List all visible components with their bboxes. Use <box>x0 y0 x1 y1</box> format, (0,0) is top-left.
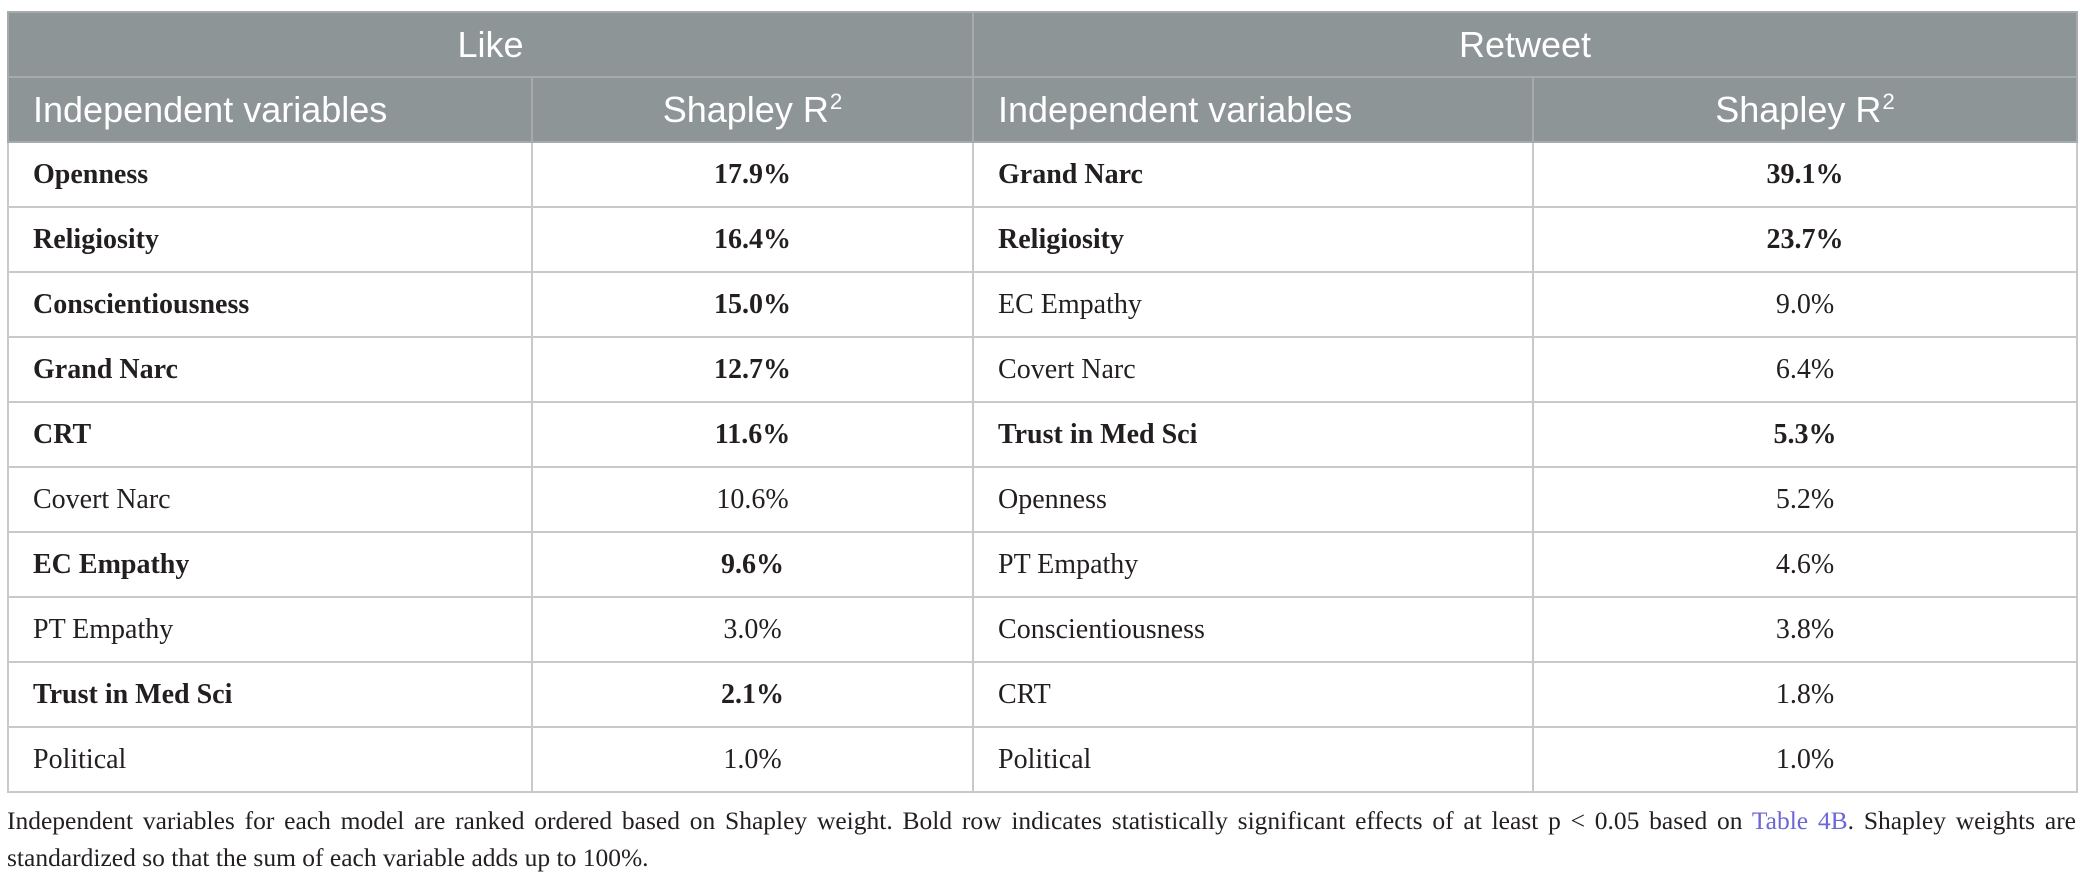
retweet-shapley-cell: 5.2% <box>1532 466 2079 533</box>
group-header-row: Like Retweet <box>6 11 2079 78</box>
retweet-variable-cell: EC Empathy <box>972 271 1535 338</box>
retweet-variable-cell: Openness <box>972 466 1535 533</box>
like-variable-cell: Religiosity <box>7 206 533 273</box>
like-shapley-cell: 9.6% <box>530 531 975 598</box>
like-shapley-cell: 1.0% <box>530 726 975 793</box>
retweet-shapley-cell: 1.0% <box>1532 726 2079 793</box>
retweet-shapley-cell: 9.0% <box>1532 271 2079 338</box>
retweet-shapley-cell: 4.6% <box>1532 531 2079 598</box>
retweet-column-header-shapley: Shapley R2 <box>1532 76 2079 143</box>
column-header-row: Independent variables Shapley R2 Indepen… <box>7 76 2079 143</box>
retweet-variable-cell: CRT <box>972 661 1535 728</box>
table-row: CRT 11.6% Trust in Med Sci 5.3% <box>7 401 2079 468</box>
like-variable-cell: EC Empathy <box>7 531 533 598</box>
like-variable-cell: PT Empathy <box>7 596 533 663</box>
footnote-text-after: . Shapley weights are standardized so th… <box>7 806 2077 872</box>
r-squared-superscript: 2 <box>1882 88 1895 114</box>
like-variable-cell: Grand Narc <box>7 336 533 403</box>
retweet-column-header-variables: Independent variables <box>972 76 1535 143</box>
table-row: PT Empathy 3.0% Conscientiousness 3.8% <box>7 596 2079 663</box>
like-shapley-cell: 2.1% <box>530 661 975 728</box>
retweet-shapley-cell: 6.4% <box>1532 336 2079 403</box>
like-shapley-cell: 15.0% <box>530 271 975 338</box>
retweet-variable-cell: Political <box>972 726 1535 793</box>
like-shapley-cell: 16.4% <box>530 206 975 273</box>
retweet-variable-cell: Trust in Med Sci <box>972 401 1535 468</box>
retweet-shapley-cell: 3.8% <box>1532 596 2079 663</box>
footnote-text-before: Independent variables for each model are… <box>7 806 1752 835</box>
group-header-like: Like <box>6 11 975 78</box>
like-shapley-cell: 10.6% <box>530 466 975 533</box>
retweet-shapley-cell: 23.7% <box>1532 206 2079 273</box>
like-variable-cell: Covert Narc <box>7 466 533 533</box>
shapley-results-table: Like Retweet Independent variables Shapl… <box>6 11 2079 793</box>
shapley-label: Shapley R <box>662 88 829 130</box>
r-squared-superscript: 2 <box>829 88 843 114</box>
retweet-variable-cell: Religiosity <box>972 206 1535 273</box>
table-row: Grand Narc 12.7% Covert Narc 6.4% <box>7 336 2079 403</box>
retweet-variable-cell: Covert Narc <box>972 336 1535 403</box>
table-footnote: Independent variables for each model are… <box>7 802 2076 876</box>
like-variable-cell: Openness <box>7 141 533 208</box>
table-row: Covert Narc 10.6% Openness 5.2% <box>7 466 2079 533</box>
retweet-shapley-cell: 5.3% <box>1532 401 2079 468</box>
like-variable-cell: Conscientiousness <box>7 271 533 338</box>
table-row: Openness 17.9% Grand Narc 39.1% <box>7 141 2079 208</box>
like-variable-cell: CRT <box>7 401 533 468</box>
shapley-label: Shapley R <box>1715 88 1882 130</box>
like-column-header-shapley: Shapley R2 <box>530 76 975 143</box>
table-row: Political 1.0% Political 1.0% <box>7 726 2079 793</box>
like-shapley-cell: 3.0% <box>530 596 975 663</box>
like-column-header-variables: Independent variables <box>7 76 533 143</box>
retweet-shapley-cell: 39.1% <box>1532 141 2079 208</box>
like-shapley-cell: 11.6% <box>530 401 975 468</box>
like-shapley-cell: 17.9% <box>530 141 975 208</box>
like-variable-cell: Trust in Med Sci <box>7 661 533 728</box>
table-row: EC Empathy 9.6% PT Empathy 4.6% <box>7 531 2079 598</box>
table-4b-link[interactable]: Table 4B <box>1751 806 1848 835</box>
like-variable-cell: Political <box>7 726 533 793</box>
like-shapley-cell: 12.7% <box>530 336 975 403</box>
retweet-variable-cell: Grand Narc <box>972 141 1535 208</box>
table-row: Trust in Med Sci 2.1% CRT 1.8% <box>7 661 2079 728</box>
retweet-variable-cell: Conscientiousness <box>972 596 1535 663</box>
table-row: Conscientiousness 15.0% EC Empathy 9.0% <box>7 271 2079 338</box>
retweet-shapley-cell: 1.8% <box>1532 661 2079 728</box>
retweet-variable-cell: PT Empathy <box>972 531 1535 598</box>
table-row: Religiosity 16.4% Religiosity 23.7% <box>7 206 2079 273</box>
group-header-retweet: Retweet <box>972 11 2079 78</box>
